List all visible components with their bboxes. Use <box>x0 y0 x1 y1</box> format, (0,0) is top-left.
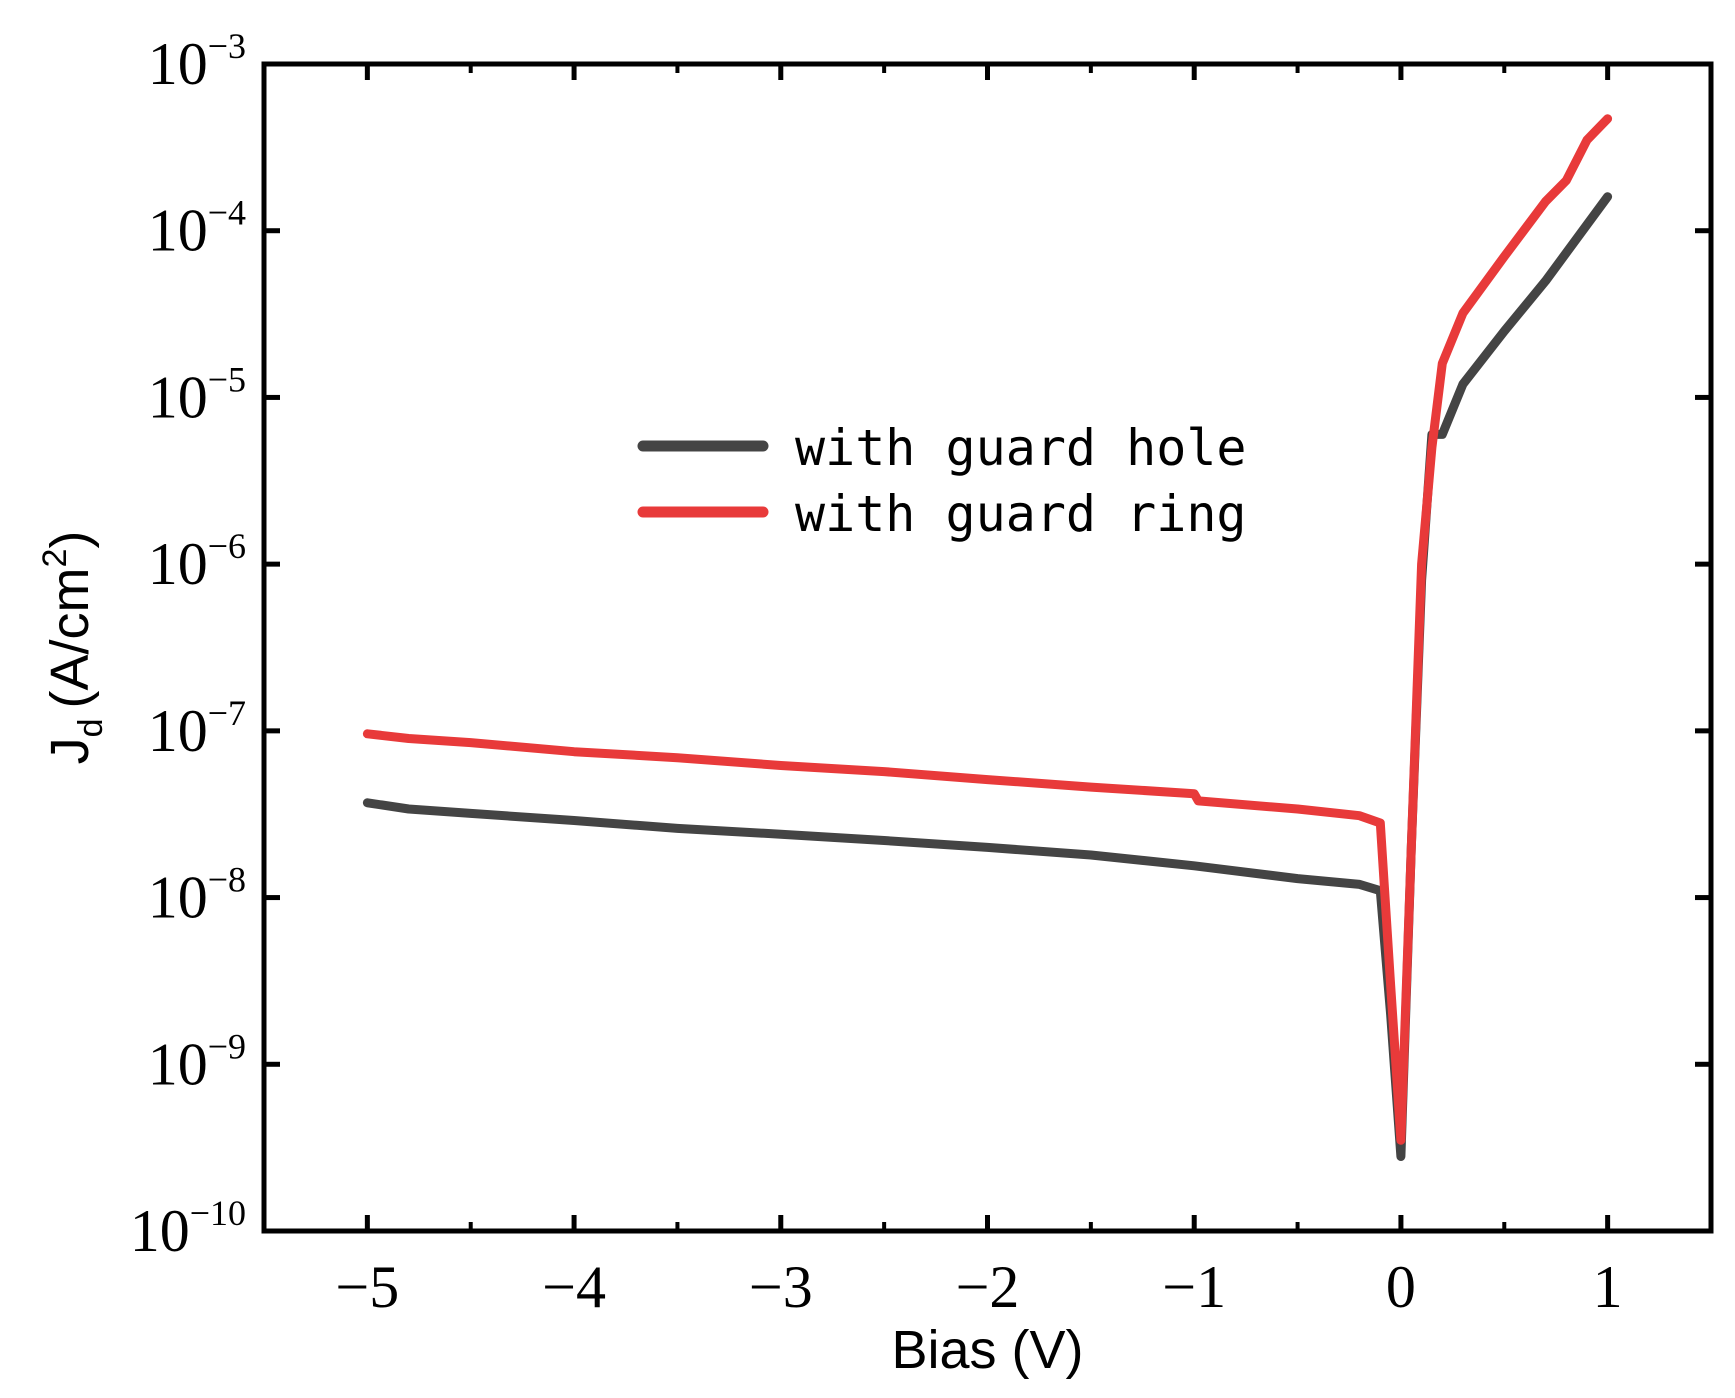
legend: with guard hole with guard ring <box>637 419 1247 543</box>
y-tick-exponent: −3 <box>208 26 246 66</box>
y-tick-base: 10 <box>148 698 208 764</box>
y-title-units: (A/cm <box>40 567 100 708</box>
y-tick-base: 10 <box>148 364 208 430</box>
y-axis-ticks: 10−310−410−510−610−710−810−910−10 <box>130 26 1711 1264</box>
data-curves <box>362 114 1613 1161</box>
x-tick-label: 1 <box>1593 1254 1623 1320</box>
x-tick-label: 0 <box>1386 1254 1416 1320</box>
y-tick-base: 10 <box>148 865 208 931</box>
y-tick-label: 10−9 <box>148 1026 246 1097</box>
legend-label-guard-ring: with guard ring <box>795 485 1247 543</box>
y-tick-label: 10−4 <box>148 193 246 264</box>
plot-frame <box>261 61 1714 1234</box>
y-tick-exponent: −10 <box>190 1193 246 1233</box>
y-title-subscript: d <box>72 718 110 737</box>
y-tick-label: 10−3 <box>148 26 246 97</box>
y-tick-label: 10−8 <box>148 860 246 931</box>
x-axis-ticks: −5 −4 −3 −2 −1 0 1 <box>335 64 1623 1320</box>
y-tick-base: 10 <box>148 531 208 597</box>
y-tick-exponent: −5 <box>208 359 246 399</box>
y-tick-base: 10 <box>148 1031 208 1097</box>
y-tick-exponent: −4 <box>208 193 246 233</box>
y-title-close: ) <box>40 531 100 549</box>
x-tick-label: −4 <box>542 1254 606 1320</box>
legend-label-guard-hole: with guard hole <box>795 419 1247 477</box>
y-axis-title: Jd (A/cm2) <box>36 531 110 765</box>
y-title-superscript: 2 <box>36 549 74 568</box>
y-tick-exponent: −6 <box>208 526 246 566</box>
x-tick-label: −2 <box>956 1254 1020 1320</box>
y-tick-label: 10−6 <box>148 526 246 597</box>
x-tick-label: −5 <box>335 1254 399 1320</box>
y-tick-base: 10 <box>130 1198 190 1264</box>
y-tick-exponent: −7 <box>208 693 246 733</box>
y-tick-base: 10 <box>148 31 208 97</box>
x-tick-label: −1 <box>1162 1254 1226 1320</box>
x-tick-label: −3 <box>749 1254 813 1320</box>
y-tick-label: 10−7 <box>148 693 246 764</box>
y-title-main: J <box>40 737 100 764</box>
series-line-0 <box>362 192 1613 1161</box>
y-tick-label: 10−5 <box>148 359 246 430</box>
y-tick-label: 10−10 <box>130 1193 246 1264</box>
y-tick-base: 10 <box>148 198 208 264</box>
x-axis-title: Bias (V) <box>891 1320 1083 1380</box>
series-line-1 <box>362 114 1613 1145</box>
y-tick-exponent: −9 <box>208 1026 246 1066</box>
y-tick-exponent: −8 <box>208 860 246 900</box>
